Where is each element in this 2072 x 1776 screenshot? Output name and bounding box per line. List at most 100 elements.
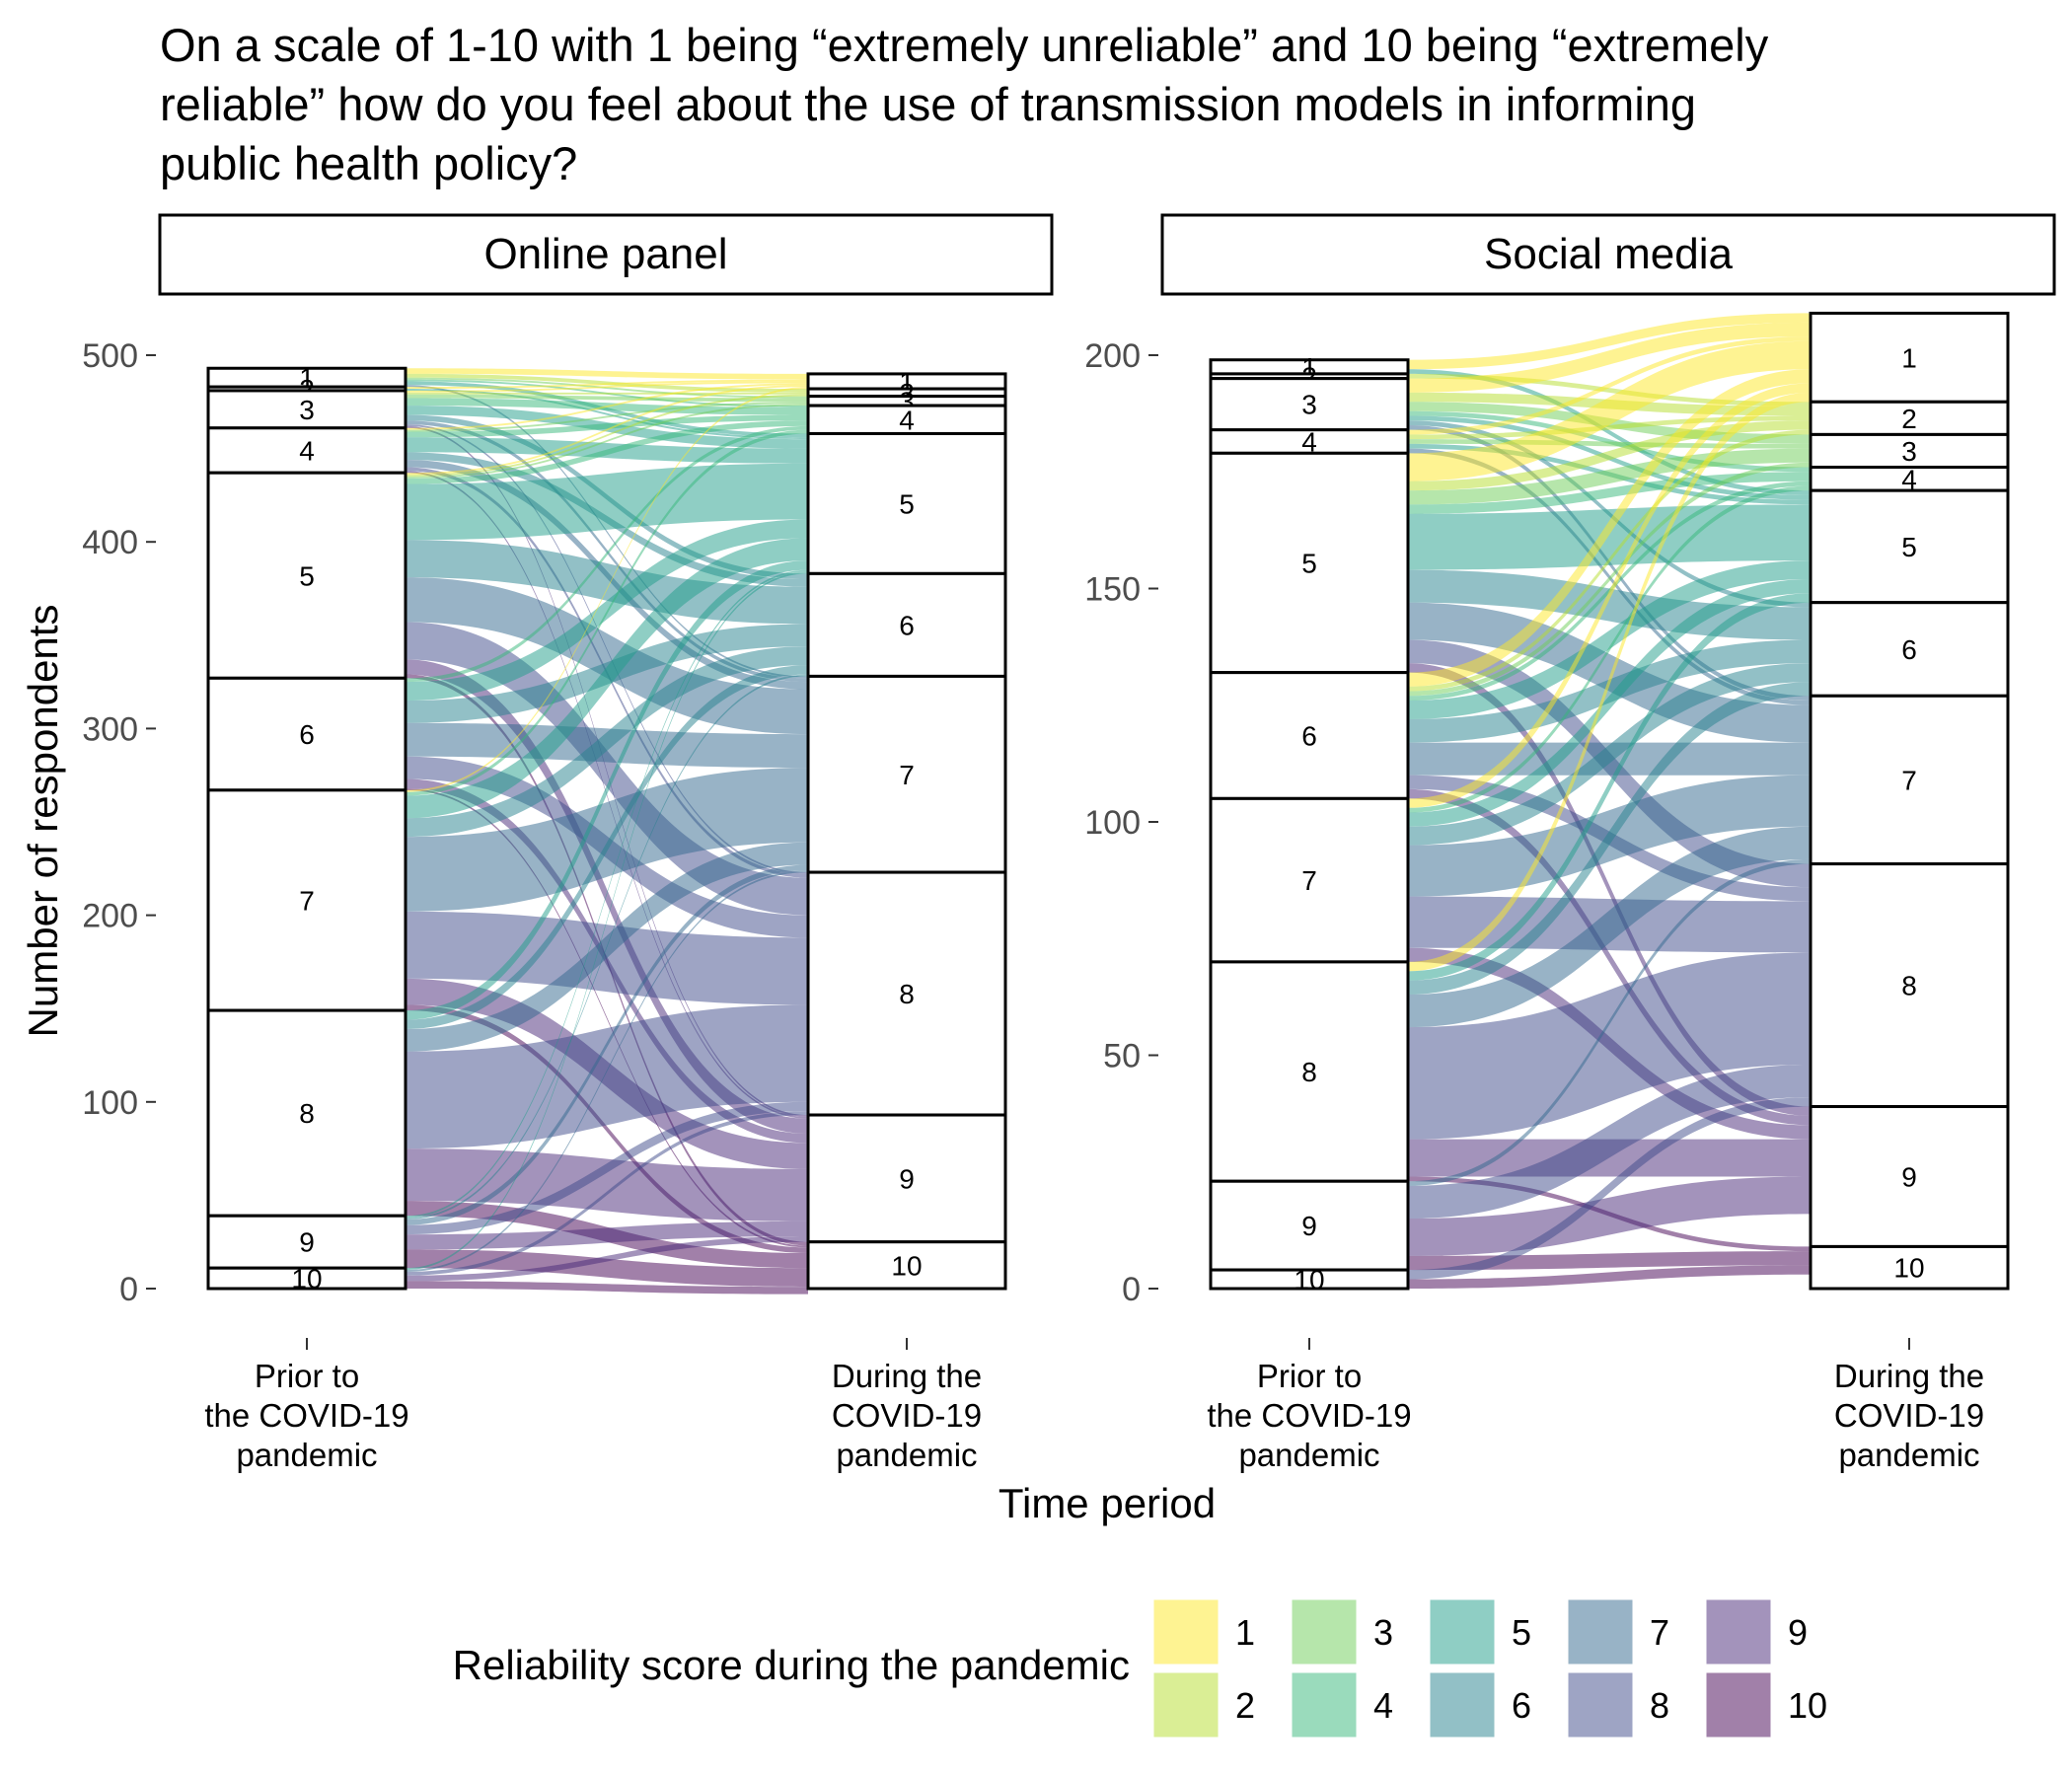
flow-6-to-1 xyxy=(1408,369,1811,687)
flow-6-to-9 xyxy=(1408,788,1811,1126)
x-tick-label: During the xyxy=(832,1358,982,1394)
flow-9-to-10 xyxy=(406,1249,808,1288)
stratum-during-6 xyxy=(806,571,1007,678)
stratum-prior-5 xyxy=(1209,451,1410,675)
flow-5-to-6 xyxy=(1408,569,1811,640)
chart-title-line-3: public health policy? xyxy=(160,137,578,189)
flow-6-to-5 xyxy=(406,519,808,702)
flow-9-to-8 xyxy=(406,1101,808,1235)
stratum-label: 4 xyxy=(299,435,315,466)
legend-label: 4 xyxy=(1373,1685,1393,1726)
flow-4-to-4 xyxy=(406,414,808,438)
y-tick-label: 50 xyxy=(1103,1038,1141,1075)
stratum-label: 6 xyxy=(899,610,915,640)
y-tick-label: 0 xyxy=(119,1271,138,1308)
flow-1-to-5 xyxy=(1408,369,1811,495)
legend-swatch-5 xyxy=(1427,1596,1498,1667)
x-tick-label: pandemic xyxy=(836,1437,977,1473)
stratum-prior-3 xyxy=(206,389,407,430)
stratum-label: 5 xyxy=(1901,532,1917,562)
flow-1-to-1 xyxy=(1408,313,1811,370)
flow-9-to-6 xyxy=(406,674,808,1220)
flow-1-to-1 xyxy=(406,368,808,380)
facet-strip xyxy=(158,213,1054,296)
legend-swatch-2 xyxy=(1150,1669,1221,1740)
stratum-during-8 xyxy=(1809,862,2010,1109)
stratum-during-9 xyxy=(806,1113,1007,1244)
stratum-label: 5 xyxy=(1301,548,1317,578)
flow-7-to-10 xyxy=(406,1004,808,1254)
y-tick-label: 500 xyxy=(82,337,138,375)
stratum-label: 3 xyxy=(1301,390,1317,420)
stratum-label: 4 xyxy=(899,405,915,435)
flow-9-to-7 xyxy=(406,864,808,1225)
flow-8-to-9 xyxy=(406,1148,808,1221)
flow-4-to-3 xyxy=(406,402,808,432)
flow-10-to-5 xyxy=(406,571,808,1271)
flow-10-to-8 xyxy=(406,1111,808,1276)
legend-label: 8 xyxy=(1650,1685,1669,1726)
stratum-label: 10 xyxy=(291,1264,322,1295)
flow-5-to-9 xyxy=(406,659,808,1134)
stratum-during-7 xyxy=(806,674,1007,874)
stratum-label: 6 xyxy=(1301,720,1317,751)
x-tick-label: the COVID-19 xyxy=(204,1397,408,1434)
flow-3-to-2 xyxy=(406,392,808,395)
flow-5-to-4 xyxy=(406,420,808,484)
legend-label: 10 xyxy=(1788,1685,1827,1726)
chart-title-line-2: reliable” how do you feel about the use … xyxy=(160,78,1697,130)
flow-6-to-3 xyxy=(1408,462,1811,697)
x-tick-label: the COVID-19 xyxy=(1207,1397,1411,1434)
flow-6-to-6 xyxy=(1408,639,1811,743)
stratum-during-5 xyxy=(806,431,1007,575)
flow-10-to-9 xyxy=(406,1236,808,1282)
y-axis-title: Number of respondents xyxy=(20,605,66,1038)
flow-5-to-3 xyxy=(406,404,808,479)
flow-5-to-9 xyxy=(1408,663,1811,1116)
flow-2-to-1 xyxy=(406,379,808,390)
flow-9-to-8 xyxy=(1408,1064,1811,1220)
chart-title-line-1: On a scale of 1-10 with 1 being “extreme… xyxy=(160,19,1769,71)
flow-3-to-1 xyxy=(1408,322,1811,393)
x-tick-label: COVID-19 xyxy=(1834,1397,1984,1434)
flow-3-to-3 xyxy=(406,394,808,403)
flow-6-to-5 xyxy=(1408,560,1811,719)
y-tick-label: 100 xyxy=(1084,804,1141,842)
flow-5-to-1 xyxy=(406,385,808,476)
stratum-during-5 xyxy=(1809,488,2010,605)
stratum-prior-5 xyxy=(206,471,407,680)
legend-label: 5 xyxy=(1512,1612,1531,1653)
flow-5-to-6 xyxy=(406,540,808,625)
flow-1-to-7 xyxy=(406,385,808,679)
flow-7-to-6 xyxy=(406,646,808,838)
flow-5-to-7 xyxy=(406,577,808,735)
stratum-prior-10 xyxy=(206,1266,407,1291)
x-tick-label: pandemic xyxy=(1238,1437,1379,1473)
legend-label: 3 xyxy=(1373,1612,1393,1653)
stratum-label: 6 xyxy=(1901,634,1917,665)
flow-6-to-2 xyxy=(1408,429,1811,692)
stratum-label: 9 xyxy=(1901,1161,1917,1192)
stratum-label: 8 xyxy=(299,1098,315,1129)
legend-label: 1 xyxy=(1235,1612,1255,1653)
facet-strip xyxy=(1160,213,2056,296)
stratum-label: 10 xyxy=(1294,1265,1324,1295)
stratum-during-9 xyxy=(1809,1105,2010,1248)
flow-3-to-1 xyxy=(406,381,808,393)
stratum-during-7 xyxy=(1809,694,2010,866)
flow-10-to-7 xyxy=(406,870,808,1272)
flow-7-to-1 xyxy=(406,387,808,792)
stratum-label: 5 xyxy=(899,488,915,519)
flow-7-to-1 xyxy=(1408,383,1811,808)
legend-label: 7 xyxy=(1650,1612,1669,1653)
stratum-label: 4 xyxy=(1301,427,1317,458)
flow-4-to-1 xyxy=(406,383,808,430)
y-tick-label: 150 xyxy=(1084,571,1141,609)
y-tick-label: 400 xyxy=(82,524,138,561)
stratum-label: 7 xyxy=(1301,865,1317,896)
stratum-prior-3 xyxy=(1209,377,1410,432)
